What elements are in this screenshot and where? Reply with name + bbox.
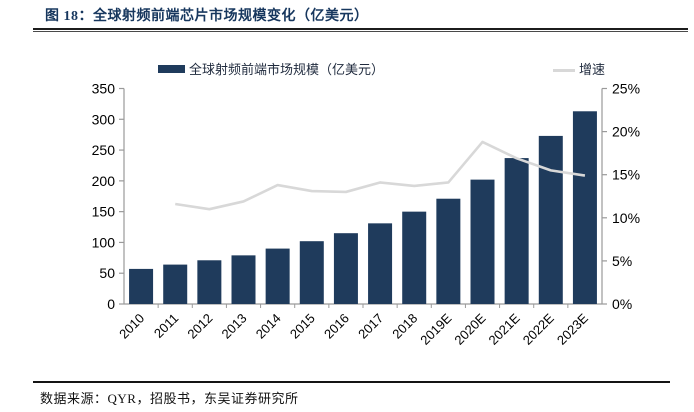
- bar-2016: [333, 233, 358, 304]
- left-axis-tick-label: 0: [107, 296, 115, 312]
- x-axis-category-label: 2022E: [520, 310, 557, 347]
- left-axis-tick-label: 200: [92, 173, 116, 189]
- left-axis-tick-label: 100: [92, 234, 116, 250]
- footer-divider-rule: [33, 381, 670, 383]
- left-axis-tick-label: 300: [92, 111, 116, 127]
- left-axis-tick-label: 350: [92, 81, 116, 97]
- right-axis-tick-label: 5%: [612, 253, 632, 269]
- x-axis-category-label: 2020E: [451, 310, 488, 347]
- bar-2015: [299, 241, 324, 304]
- data-source-note: 数据来源：QYR，招股书，东吴证券研究所: [40, 391, 299, 406]
- x-axis-category-label: 2013: [219, 311, 250, 342]
- bar-2021E: [504, 158, 529, 304]
- right-axis-tick-label: 15%: [612, 167, 640, 183]
- x-axis-category-label: 2010: [116, 311, 147, 342]
- right-axis-tick-label: 20%: [612, 124, 640, 140]
- bar-2022E: [538, 135, 563, 304]
- right-axis-tick-label: 0%: [612, 296, 632, 312]
- legend-label-market-size: 全球射频前端市场规模（亿美元）: [189, 62, 385, 77]
- x-axis-category-label: 2021E: [486, 310, 523, 347]
- legend-label-growth: 增速: [579, 62, 606, 77]
- x-axis-category-label: 2019E: [417, 310, 454, 347]
- x-axis-category-label: 2023E: [554, 310, 591, 347]
- bar-2014: [265, 248, 290, 304]
- x-axis-category-label: 2016: [321, 311, 352, 342]
- figure-title: 图 18：全球射频前端芯片市场规模变化（亿美元）: [45, 9, 369, 24]
- left-axis-tick-label: 50: [99, 265, 115, 281]
- bar-2017: [368, 223, 393, 304]
- bar-2013: [231, 255, 256, 304]
- x-axis-category-label: 2017: [355, 311, 386, 342]
- left-axis-tick-label: 250: [92, 142, 116, 158]
- legend-bar-swatch-icon: [158, 65, 185, 73]
- x-axis-category-label: 2011: [151, 311, 181, 341]
- legend-line-swatch-icon: [553, 69, 575, 72]
- bar-2018: [402, 211, 427, 304]
- x-axis-category-label: 2014: [253, 311, 284, 342]
- bar-2020E: [470, 179, 495, 304]
- bar-2023E: [572, 111, 597, 304]
- left-axis-tick-label: 150: [92, 204, 116, 220]
- title-divider-rule: [33, 28, 688, 32]
- bar-2019E: [436, 198, 461, 304]
- x-axis-category-label: 2015: [287, 311, 318, 342]
- right-axis-tick-label: 10%: [612, 210, 640, 226]
- bar-2010: [129, 268, 154, 304]
- right-axis-tick-label: 25%: [612, 81, 640, 97]
- bar-2012: [197, 260, 222, 304]
- x-axis-category-label: 2018: [389, 311, 420, 342]
- bar-2011: [163, 264, 188, 304]
- x-axis-category-label: 2012: [184, 311, 215, 342]
- growth-rate-line: [175, 140, 586, 211]
